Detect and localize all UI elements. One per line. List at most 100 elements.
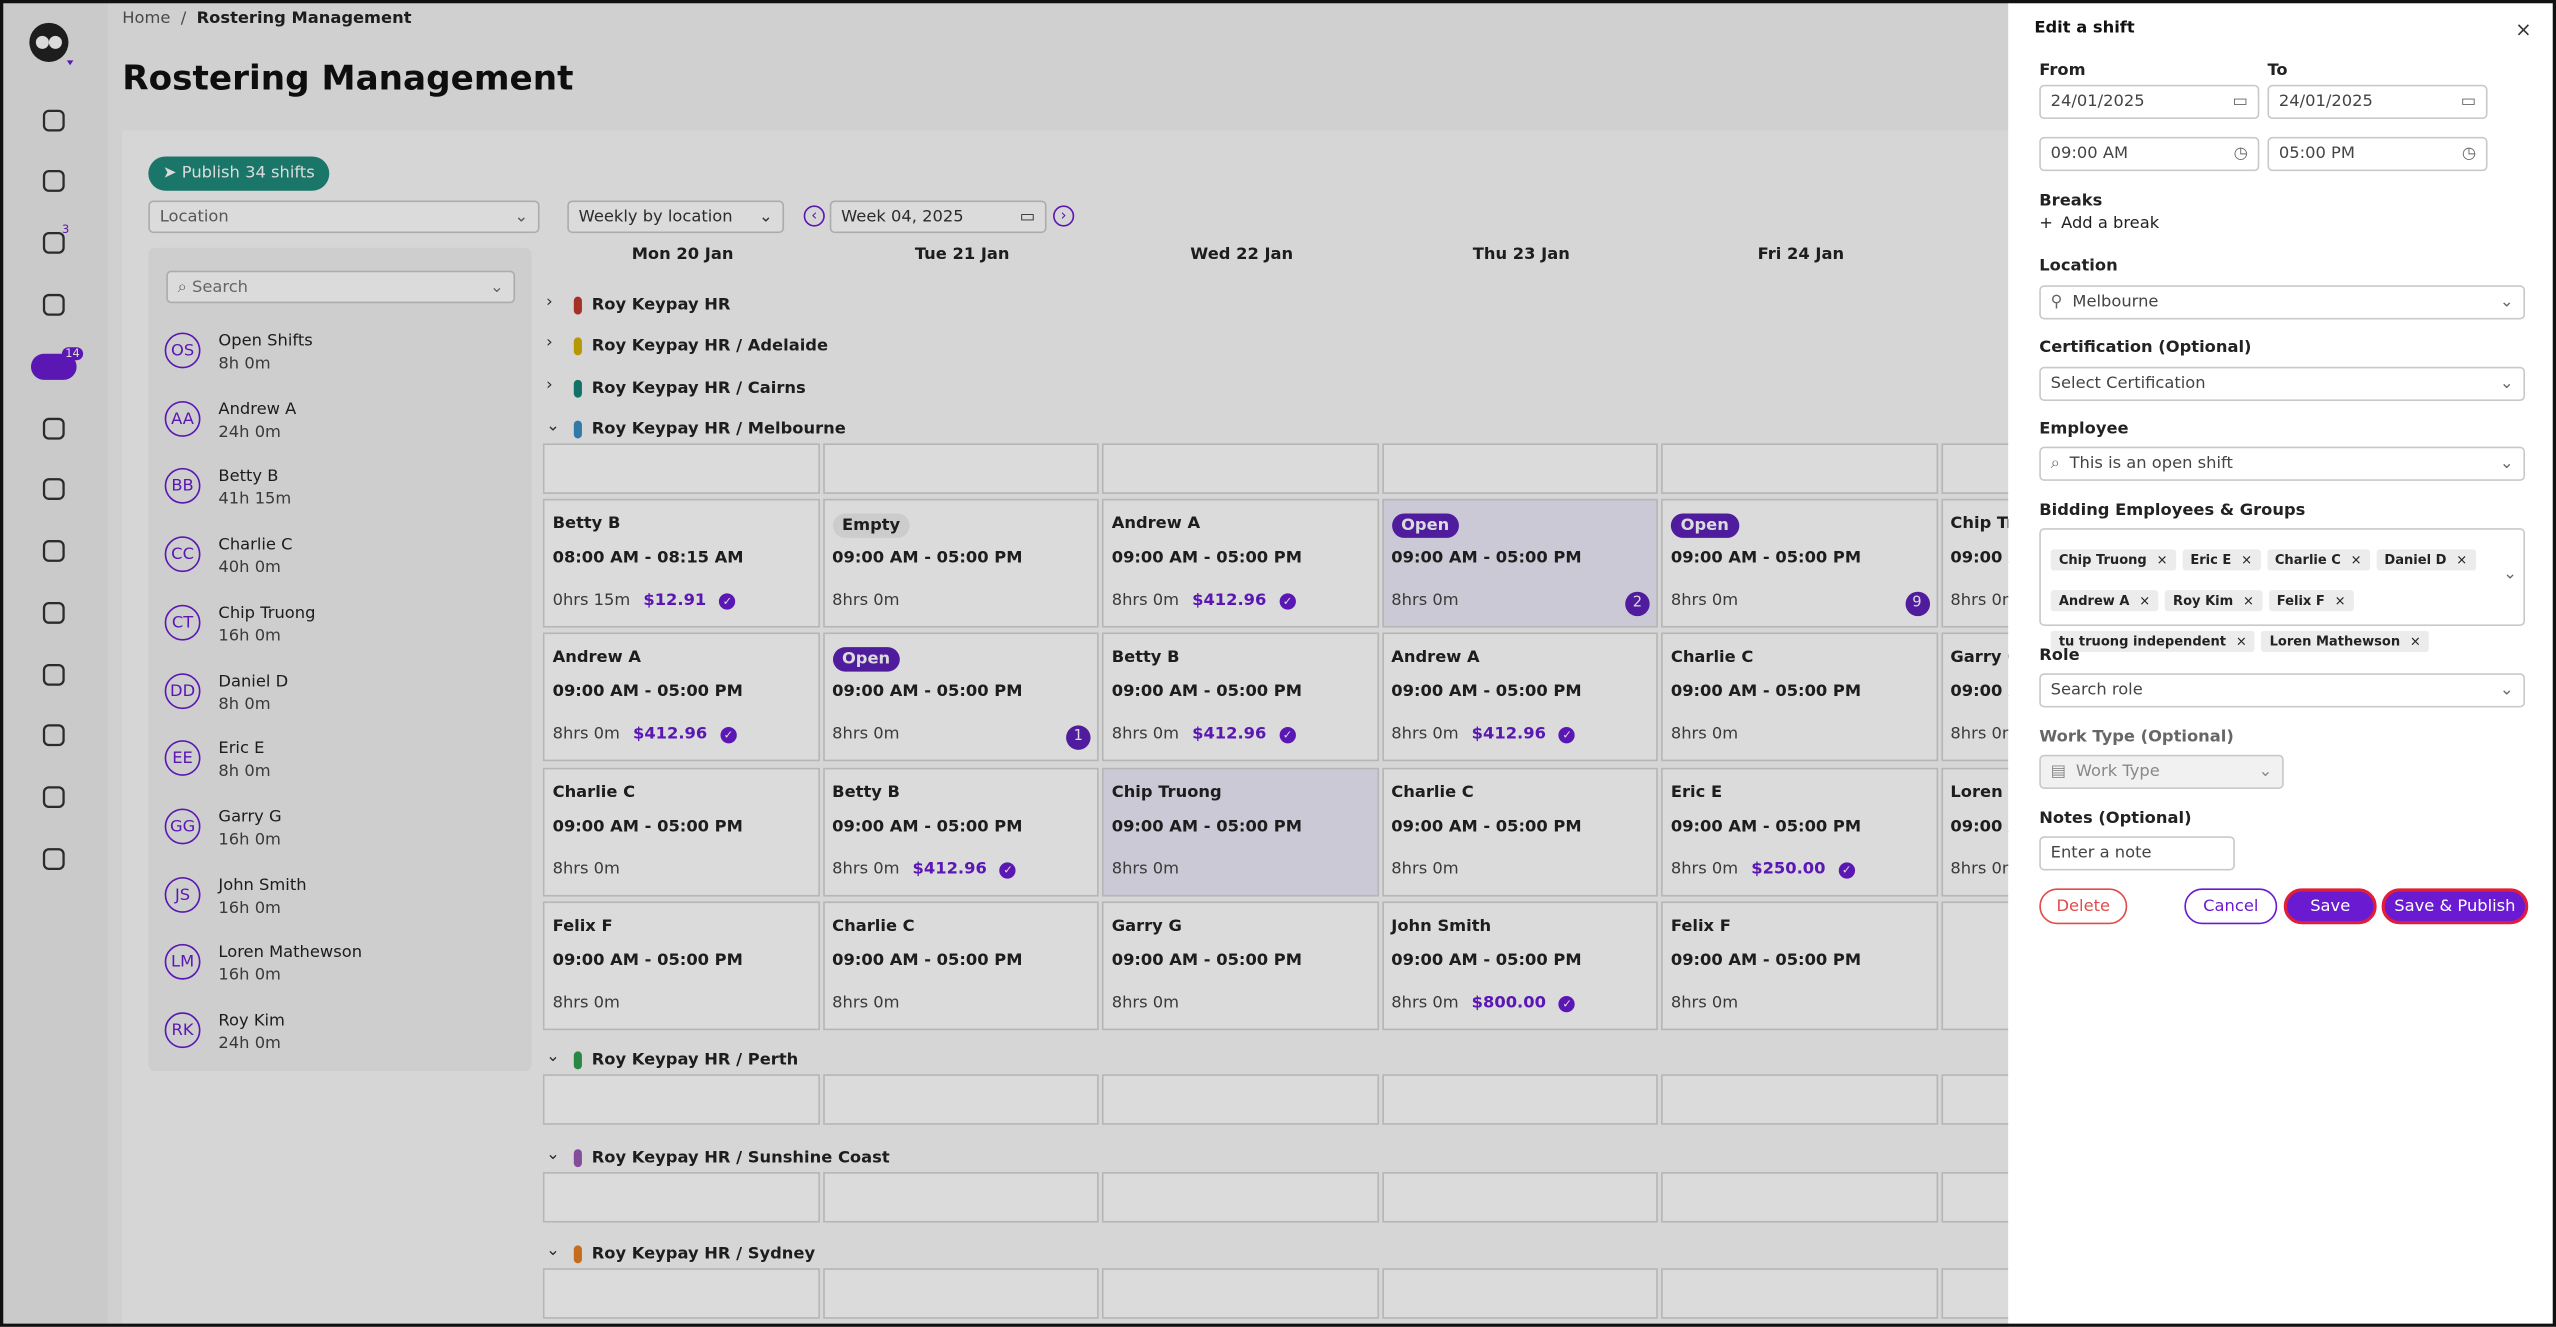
- input[interactable]: ▤ Work Type ⌄: [2039, 754, 2284, 789]
- shift-cell[interactable]: Betty B 09:00 AM - 05:00 PM 8hrs 0m $412.96…: [822, 767, 1099, 897]
- employee-name[interactable]: Chip Truong: [218, 604, 316, 623]
- shift-cell[interactable]: Open 09:00 AM - 05:00 PM 8hrs 0m 1: [822, 632, 1099, 762]
- input[interactable]: Search role ⌄: [2039, 673, 2526, 708]
- input[interactable]: ⌕ This is an open shift ⌄: [2039, 446, 2526, 481]
- shift-cell[interactable]: Andrew A 09:00 AM - 05:00 PM 8hrs 0m $412.9…: [1381, 632, 1658, 762]
- shift-cell[interactable]: Felix F 09:00 AM - 05:00 PM 8hrs 0m: [542, 901, 820, 1031]
- nav-icon[interactable]: [42, 231, 65, 254]
- employee-name[interactable]: Andrew A: [218, 400, 297, 419]
- group-toggle[interactable]: ›: [546, 334, 553, 353]
- employee-name[interactable]: Loren Mathewson: [218, 944, 363, 963]
- nav-icon[interactable]: [42, 417, 65, 440]
- nav-icon[interactable]: [42, 663, 65, 686]
- nav-icon[interactable]: [42, 540, 65, 562]
- employee-name[interactable]: Garry G: [218, 808, 282, 827]
- next-week[interactable]: ›: [1053, 205, 1075, 227]
- employee-name[interactable]: Betty B: [218, 468, 279, 487]
- group-toggle[interactable]: ›: [546, 293, 553, 312]
- empty-cell[interactable]: [1381, 443, 1658, 494]
- empty-cell[interactable]: [542, 1172, 820, 1223]
- close[interactable]: ×: [2515, 17, 2532, 41]
- view-select[interactable]: Weekly by location ⌄: [567, 200, 785, 234]
- bidding-box[interactable]: Chip Truong × Eric E × Charlie C × Daniel D ×An…: [2039, 528, 2526, 653]
- group-toggle[interactable]: ⌄: [546, 417, 560, 436]
- shift-cell[interactable]: Charlie C 09:00 AM - 05:00 PM 8hrs 0m: [822, 901, 1099, 1031]
- input[interactable]: Enter a note: [2039, 836, 2235, 871]
- empty-cell[interactable]: [1940, 1074, 2010, 1125]
- empty-cell[interactable]: [1661, 1172, 1938, 1223]
- input[interactable]: ⚲ Melbourne ⌄: [2039, 285, 2526, 320]
- nav-icon[interactable]: [42, 786, 65, 809]
- shift-cell[interactable]: Open 09:00 AM - 05:00 PM 8hrs 0m 9: [1661, 498, 1938, 628]
- button[interactable]: Cancel: [2184, 888, 2278, 925]
- empty-cell[interactable]: [1101, 1268, 1379, 1319]
- button[interactable]: Save & Publish: [2381, 888, 2529, 925]
- empty-cell[interactable]: [542, 1074, 820, 1125]
- empty-cell[interactable]: [822, 1268, 1099, 1319]
- nav-icon[interactable]: [42, 724, 65, 747]
- employee-search[interactable]: ⌕ Search ⌄: [166, 270, 516, 304]
- shift-cell[interactable]: Charlie C 09:00 AM - 05:00 PM 8hrs 0m: [1661, 632, 1938, 762]
- prev-week[interactable]: ‹: [803, 205, 825, 227]
- shift-cell[interactable]: Andrew A 09:00 AM - 05:00 PM 8hrs 0m $412.9…: [1101, 498, 1379, 628]
- nav-icon[interactable]: [42, 848, 65, 870]
- empty-cell[interactable]: [822, 443, 1099, 494]
- nav-icon[interactable]: [42, 109, 65, 132]
- empty-cell[interactable]: [1940, 1172, 2010, 1223]
- empty-cell[interactable]: [542, 443, 820, 494]
- empty-cell[interactable]: [822, 1074, 1099, 1125]
- empty-cell[interactable]: [1101, 443, 1379, 494]
- shift-cell[interactable]: Garry G 09:00 A 8hrs 0m: [1940, 632, 2010, 762]
- nav-icon[interactable]: [42, 170, 65, 192]
- group-toggle[interactable]: ⌄: [546, 1242, 560, 1261]
- employee-name[interactable]: Charlie C: [218, 536, 293, 555]
- shift-cell[interactable]: Open 09:00 AM - 05:00 PM 8hrs 0m 2: [1381, 498, 1658, 628]
- empty-cell[interactable]: [822, 1172, 1099, 1223]
- group-toggle[interactable]: ⌄: [546, 1145, 560, 1164]
- empty-cell[interactable]: [1661, 1074, 1938, 1125]
- shift-cell[interactable]: Garry G 09:00 AM - 05:00 PM 8hrs 0m: [1101, 901, 1379, 1031]
- shift-cell[interactable]: Charlie C 09:00 AM - 05:00 PM 8hrs 0m: [1381, 767, 1658, 897]
- group-toggle[interactable]: ⌄: [546, 1048, 560, 1067]
- employee-name[interactable]: Eric E: [218, 740, 265, 759]
- shift-cell[interactable]: Betty B 08:00 AM - 08:15 AM 0hrs 15m $12.91…: [542, 498, 820, 628]
- empty-cell[interactable]: [1101, 1172, 1379, 1223]
- shift-cell[interactable]: Felix F 09:00 AM - 05:00 PM 8hrs 0m: [1661, 901, 1938, 1031]
- empty-cell[interactable]: [1381, 1172, 1658, 1223]
- group-toggle[interactable]: ›: [546, 376, 553, 395]
- empty-cell[interactable]: [1661, 443, 1938, 494]
- button[interactable]: Save: [2283, 888, 2377, 925]
- shift-cell[interactable]: Charlie C 09:00 AM - 05:00 PM 8hrs 0m: [542, 767, 820, 897]
- week-select[interactable]: Week 04, 2025 ▭: [829, 200, 1047, 234]
- shift-cell[interactable]: Chip Truong 09:00 AM - 05:00 PM 8hrs 0m: [1101, 767, 1379, 897]
- shift-cell[interactable]: John Smith 09:00 AM - 05:00 PM 8hrs 0m $800…: [1381, 901, 1658, 1031]
- empty-cell[interactable]: [542, 1268, 820, 1319]
- employee-name[interactable]: Daniel D: [218, 672, 289, 691]
- empty-cell[interactable]: [1940, 443, 2010, 494]
- empty-cell[interactable]: [1381, 1268, 1658, 1319]
- crumb[interactable]: Home: [122, 9, 171, 28]
- empty-cell[interactable]: [1661, 1268, 1938, 1319]
- nav-icon[interactable]: [42, 293, 65, 316]
- add-break[interactable]: + Add a break: [2039, 215, 2159, 233]
- shift-cell[interactable]: Andrew A 09:00 AM - 05:00 PM 8hrs 0m $412.9…: [542, 632, 820, 762]
- shift-cell[interactable]: Loren M 09:00 A 8hrs 0m: [1940, 767, 2010, 897]
- input[interactable]: 05:00 PM ◷: [2267, 136, 2488, 172]
- shift-cell[interactable]: Chip Tr 09:00 A 8hrs 0m: [1940, 498, 2010, 628]
- nav-icon[interactable]: [42, 601, 65, 624]
- input[interactable]: Select Certification ⌄: [2039, 366, 2526, 402]
- empty-cell[interactable]: [1101, 1074, 1379, 1125]
- empty-cell[interactable]: [1381, 1074, 1658, 1125]
- shift-cell[interactable]: Betty B 09:00 AM - 05:00 PM 8hrs 0m $412.96…: [1101, 632, 1379, 762]
- location-filter[interactable]: Location ⌄: [148, 200, 540, 234]
- employee-name[interactable]: Open Shifts: [218, 332, 313, 351]
- shift-cell[interactable]: Eric E 09:00 AM - 05:00 PM 8hrs 0m $250.00 ✓: [1661, 767, 1938, 897]
- input[interactable]: 24/01/2025 ▭: [2039, 84, 2260, 119]
- shift-cell[interactable]: [1940, 901, 2010, 1031]
- input[interactable]: 24/01/2025 ▭: [2267, 84, 2488, 119]
- employee-name[interactable]: Roy Kim: [218, 1012, 285, 1031]
- shift-cell[interactable]: Empty 09:00 AM - 05:00 PM 8hrs 0m: [822, 498, 1099, 628]
- employee-name[interactable]: John Smith: [218, 876, 307, 895]
- button[interactable]: Delete: [2039, 888, 2128, 925]
- empty-cell[interactable]: [1940, 1268, 2010, 1319]
